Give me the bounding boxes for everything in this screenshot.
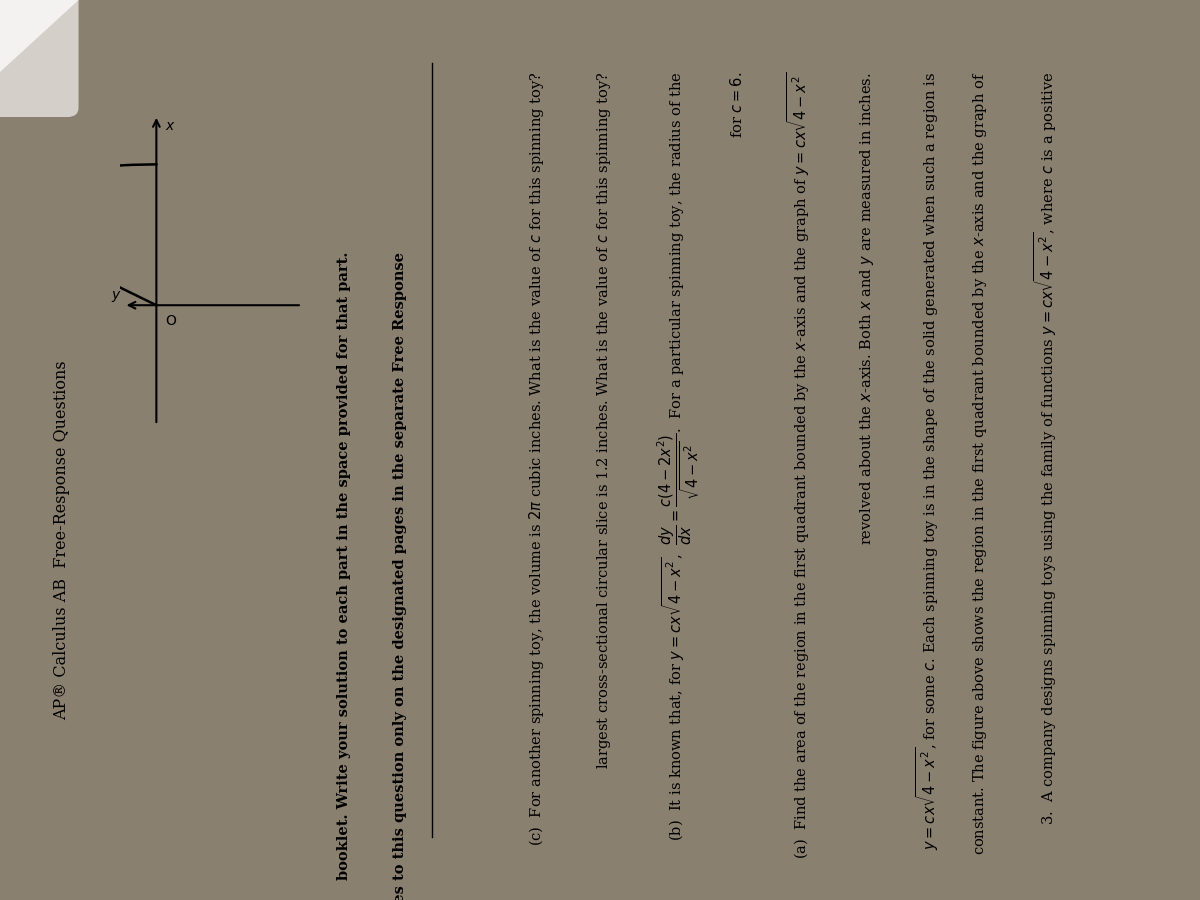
Text: (b)  It is known that, for $y = cx\sqrt{4-x^2}$,  $\dfrac{dy}{dx} = \dfrac{c(4-2: (b) It is known that, for $y = cx\sqrt{4… <box>656 72 702 842</box>
Text: $x$: $x$ <box>166 119 175 132</box>
Polygon shape <box>0 0 78 72</box>
Text: (c)  For another spinning toy, the volume is $2\pi$ cubic inches. What is the va: (c) For another spinning toy, the volume… <box>527 72 546 847</box>
Text: constant. The figure above shows the region in the first quadrant bounded by the: constant. The figure above shows the reg… <box>971 72 989 855</box>
Text: O: O <box>166 314 176 328</box>
Text: booklet. Write your solution to each part in the space provided for that part.: booklet. Write your solution to each par… <box>336 252 350 880</box>
FancyBboxPatch shape <box>0 0 78 117</box>
Text: 3.  A company designs spinning toys using the family of functions $y = cx\sqrt{4: 3. A company designs spinning toys using… <box>1032 72 1060 825</box>
Text: revolved about the $x$-axis. Both $x$ and $y$ are measured in inches.: revolved about the $x$-axis. Both $x$ an… <box>858 72 876 544</box>
Text: (a)  Find the area of the region in the first quadrant bounded by the $x$-axis a: (a) Find the area of the region in the f… <box>785 72 812 860</box>
Text: AP® Calculus AB  Free-Response Questions: AP® Calculus AB Free-Response Questions <box>53 360 71 720</box>
Text: for $c = 6$.: for $c = 6$. <box>730 72 745 139</box>
Text: Write your responses to this question only on the designated pages in the separa: Write your responses to this question on… <box>392 252 407 900</box>
Text: $y$: $y$ <box>110 289 121 304</box>
Text: largest cross-sectional circular slice is 1.2 inches. What is the value of $c$ f: largest cross-sectional circular slice i… <box>595 72 613 770</box>
Text: $y = cx\sqrt{4-x^2}$, for some $c$. Each spinning toy is in the shape of the sol: $y = cx\sqrt{4-x^2}$, for some $c$. Each… <box>914 72 941 850</box>
